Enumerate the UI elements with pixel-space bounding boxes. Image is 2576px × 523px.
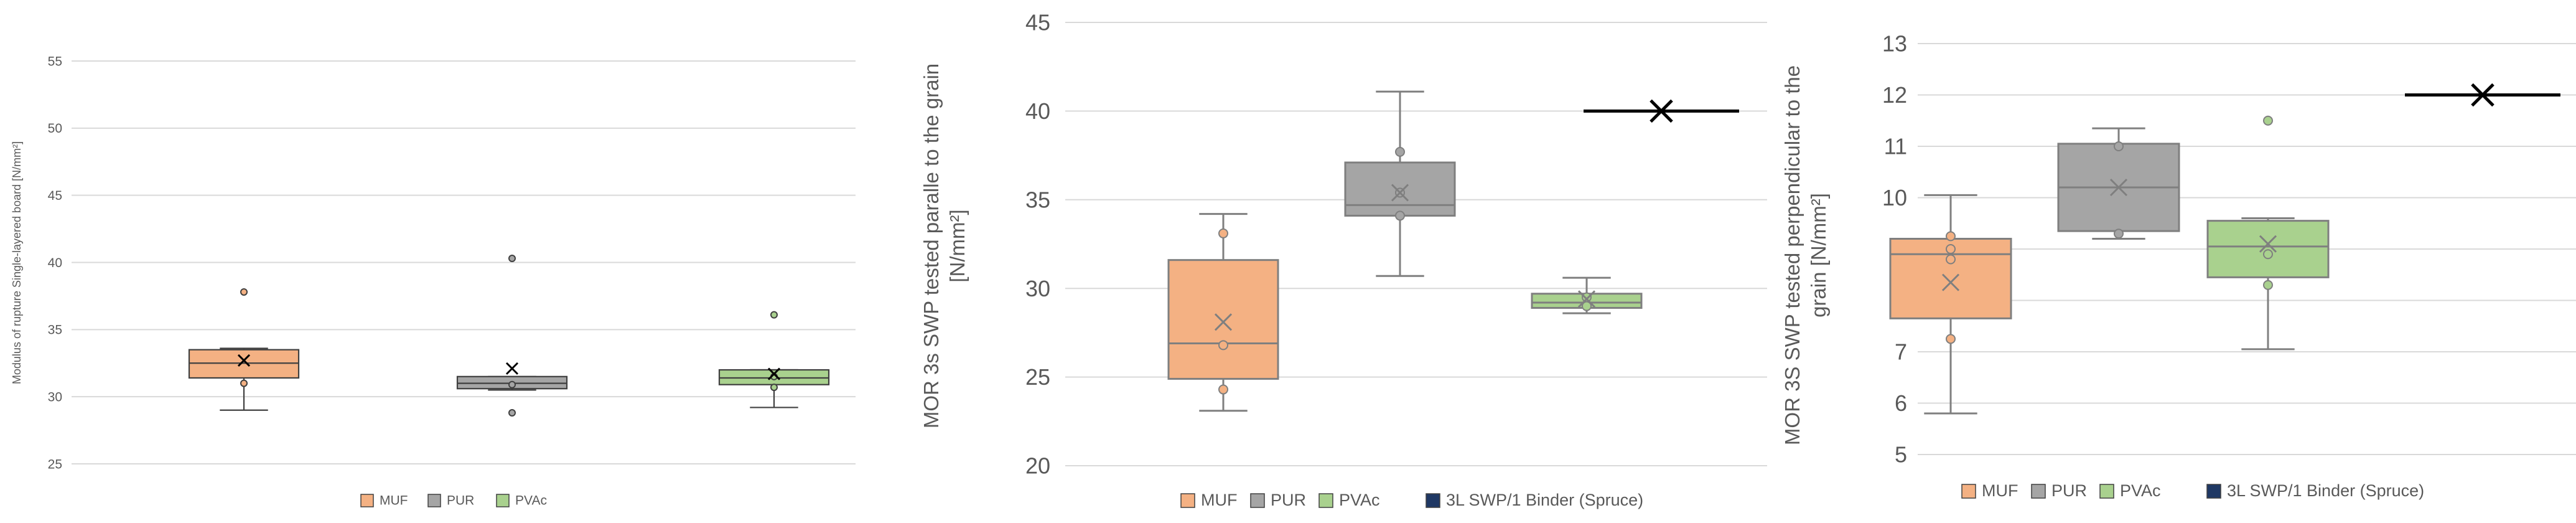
y-axis-label-line: grain [N/mm²] [1807, 193, 1830, 318]
data-point-pvac [2263, 280, 2273, 290]
legend-swatch-muf [1961, 484, 1976, 499]
y-tick-label: 55 [48, 54, 62, 68]
y-axis-label-line: Modulus of rupture Single-layered board … [11, 141, 23, 384]
data-point-muf [240, 379, 248, 387]
mean-marker-muf [237, 354, 251, 367]
legend-swatch-3l-swp-1-binder-spruce [1426, 493, 1440, 508]
data-point-muf [1218, 228, 1228, 238]
mean-marker-muf [1941, 273, 1960, 291]
y-axis-label: MOR 3s SWP tested paralle to the grain [N… [920, 64, 969, 428]
mean-marker-pur [2109, 178, 2128, 197]
box-pvac [2206, 220, 2330, 278]
legend-swatch-3l-swp-1-binder-spruce [2206, 484, 2221, 499]
mean-marker-muf [1214, 313, 1233, 331]
y-tick-label: 13 [1882, 31, 1907, 57]
legend-swatch-pur [427, 494, 441, 507]
y-tick-label: 10 [1882, 185, 1907, 210]
data-point-muf [1946, 254, 1956, 265]
mean-marker-pvac [767, 367, 781, 380]
box-muf [1167, 259, 1279, 380]
y-tick-label: 35 [1025, 187, 1050, 212]
y-tick-label: 25 [1025, 364, 1050, 390]
data-point-pur [2114, 141, 2124, 151]
legend-label-muf: MUF [380, 493, 408, 507]
legend-swatch-pvac [1318, 493, 1333, 508]
data-point-pur [508, 409, 516, 417]
data-point-pvac [1582, 292, 1592, 303]
legend-label-pur: PUR [447, 493, 474, 507]
legend-label-pvac: PVAc [2120, 481, 2161, 500]
chart-0-svg: 25 30 35 40 45 50 55 Modulus of rupture Single-… [11, 54, 856, 507]
y-tick-label: 12 [1882, 82, 1907, 108]
chart-2-svg: 5678910111213MOR 3S SWP tested perpendic… [1781, 31, 2576, 500]
data-point-pur [508, 255, 516, 263]
y-tick-label: 20 [1025, 453, 1050, 479]
data-point-pur [1395, 210, 1405, 221]
y-tick-label: 6 [1895, 390, 1907, 416]
data-point-muf [1946, 244, 1956, 254]
data-point-pur [2114, 229, 2124, 239]
mean-marker-pvac [1577, 290, 1596, 308]
data-point-pvac [770, 311, 778, 319]
y-tick-label: 30 [1025, 276, 1050, 301]
y-axis-label: Modulus of rupture Single-layered board … [11, 141, 23, 384]
data-point-pvac [770, 384, 778, 392]
chart-mor-perpendicular-to-grain: 5678910111213MOR 3S SWP tested perpendic… [1755, 0, 2576, 523]
data-point-pur [508, 380, 516, 389]
data-point-muf [1946, 334, 1956, 344]
data-point-pvac [2263, 249, 2273, 260]
y-tick-label: 45 [1025, 10, 1050, 35]
mean-marker-pur [1391, 184, 1409, 202]
y-tick-label: 11 [1884, 134, 1907, 159]
legend-label-pvac: PVAc [515, 493, 547, 507]
mean-marker-pur [505, 362, 519, 375]
y-tick-label: 40 [1025, 98, 1050, 124]
data-point-pvac [2263, 115, 2273, 126]
legend-swatch-pur [1250, 493, 1265, 508]
legend-label-pur: PUR [2051, 481, 2087, 500]
chart-mor-parallel-to-grain: 20 25 30 35 40 45 MOR 3s SWP tested paralle to… [884, 0, 1767, 523]
data-point-muf [1218, 340, 1228, 351]
legend-swatch-pur [2031, 484, 2046, 499]
legend-swatch-pvac [496, 494, 510, 507]
y-axis-label-line: MOR 3s SWP tested paralle to the grain [920, 64, 943, 428]
chart-1-svg: 20 25 30 35 40 45 MOR 3s SWP tested paralle to… [920, 10, 1767, 509]
data-point-muf [240, 288, 248, 296]
legend-label-3l-swp-1-binder-spruce: 3L SWP/1 Binder (Spruce) [1446, 491, 1643, 509]
legend-label-muf: MUF [1201, 491, 1237, 509]
y-tick-label: 45 [48, 189, 62, 203]
y-tick-label: 7 [1895, 339, 1907, 365]
data-point-pur [1395, 146, 1405, 157]
y-tick-label: 30 [48, 390, 62, 405]
legend-swatch-muf [360, 494, 374, 507]
mean-marker-3l-swp-1-binder-spruce [2471, 83, 2494, 107]
mean-marker-pvac [2259, 235, 2277, 253]
legend-label-muf: MUF [1982, 481, 2018, 500]
legend-swatch-muf [1180, 493, 1195, 508]
y-axis-label: MOR 3S SWP tested perpendicular to the gr… [1781, 65, 1830, 445]
y-tick-label: 50 [48, 121, 62, 136]
legend-label-pvac: PVAc [1339, 491, 1380, 509]
legend-label-pur: PUR [1271, 491, 1306, 509]
y-axis-label-line: [N/mm²] [946, 209, 969, 282]
data-point-muf [1946, 231, 1956, 242]
y-tick-label: 5 [1895, 442, 1907, 468]
legend-swatch-pvac [2099, 484, 2114, 499]
mean-marker-3l-swp-1-binder-spruce [1650, 99, 1673, 123]
y-tick-label: 35 [48, 323, 62, 337]
legend-label-3l-swp-1-binder-spruce: 3L SWP/1 Binder (Spruce) [2227, 481, 2424, 500]
y-tick-label: 25 [48, 457, 62, 471]
y-axis-label-line: MOR 3S SWP tested perpendicular to the [1781, 65, 1804, 445]
y-tick-label: 40 [48, 256, 62, 270]
data-point-muf [1218, 384, 1228, 395]
chart-modulus-of-rupture-single-layer: 25 30 35 40 45 50 55 Modulus of rupture Single-… [0, 0, 865, 523]
